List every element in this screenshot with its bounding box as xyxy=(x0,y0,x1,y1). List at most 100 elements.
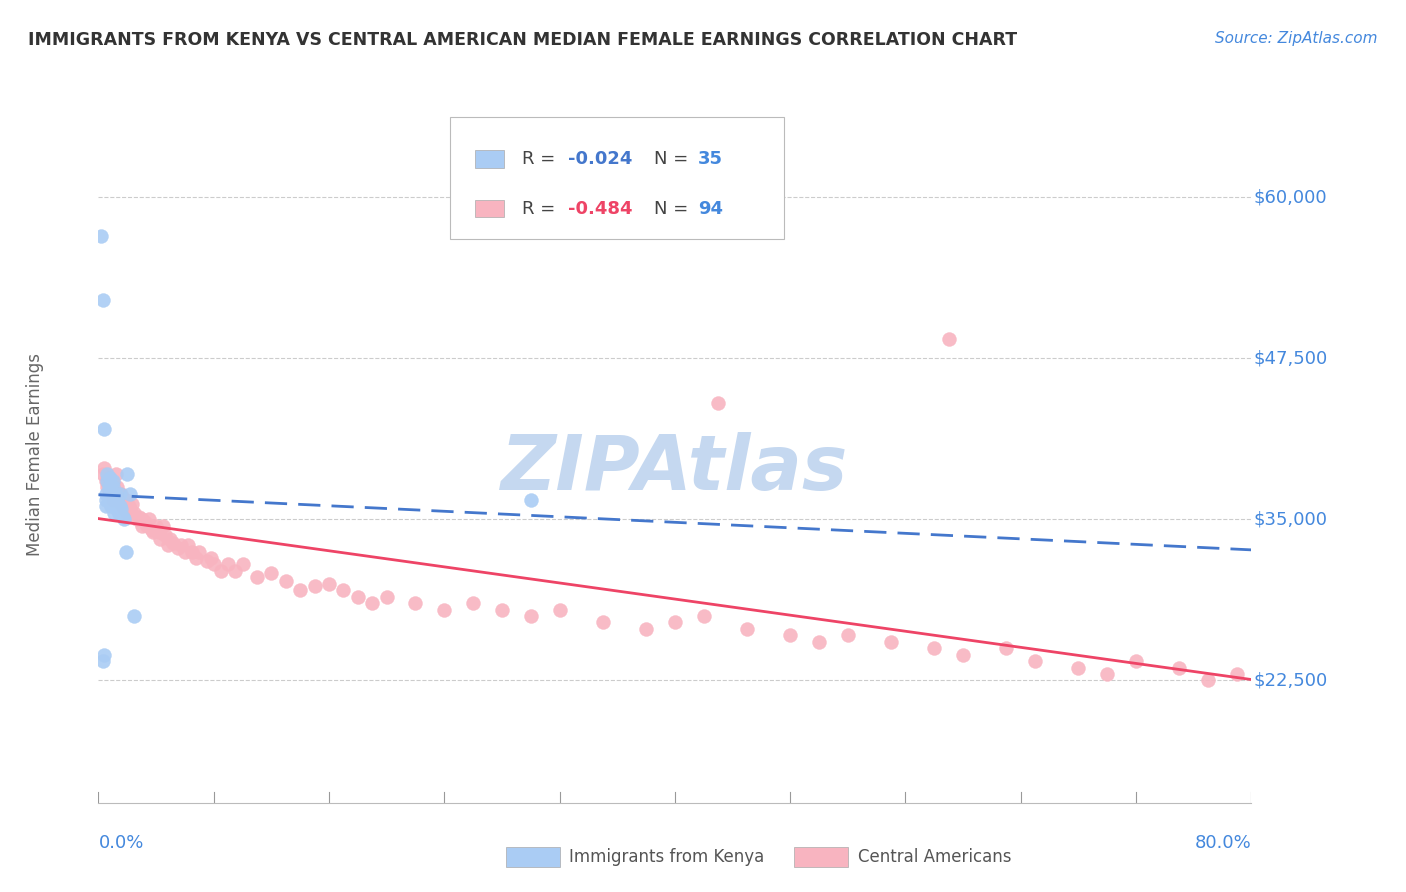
Point xyxy=(105,502,128,516)
Text: $35,000: $35,000 xyxy=(1254,510,1327,528)
Text: -0.484: -0.484 xyxy=(568,200,633,218)
Point xyxy=(433,602,456,616)
Point xyxy=(136,518,159,533)
Point xyxy=(224,564,246,578)
Point xyxy=(1067,660,1090,674)
Point xyxy=(111,493,134,508)
Point xyxy=(131,512,153,526)
Point xyxy=(96,480,118,494)
Point xyxy=(107,506,129,520)
Point xyxy=(318,576,340,591)
Point xyxy=(96,467,118,482)
Point xyxy=(148,525,170,540)
Text: Source: ZipAtlas.com: Source: ZipAtlas.com xyxy=(1215,31,1378,46)
Point xyxy=(114,493,136,508)
Point xyxy=(91,293,114,308)
FancyBboxPatch shape xyxy=(475,150,505,168)
Point xyxy=(101,480,124,494)
Text: -0.024: -0.024 xyxy=(568,150,633,168)
Text: 94: 94 xyxy=(697,200,723,218)
Point xyxy=(94,500,117,514)
Point xyxy=(166,541,188,555)
Point xyxy=(346,590,368,604)
Point xyxy=(93,460,115,475)
Point xyxy=(118,500,141,514)
Point xyxy=(91,654,114,668)
Point xyxy=(177,538,200,552)
Point xyxy=(520,493,543,508)
Point xyxy=(128,509,150,524)
Point xyxy=(127,512,149,526)
Point xyxy=(159,532,181,546)
Point xyxy=(1097,667,1119,681)
Point xyxy=(217,558,239,572)
Point xyxy=(880,634,903,648)
Point xyxy=(693,609,716,624)
Point xyxy=(1125,654,1147,668)
Point xyxy=(707,396,730,410)
Point xyxy=(1168,660,1191,674)
Point xyxy=(121,497,143,511)
Point xyxy=(520,609,543,624)
Point xyxy=(100,480,122,494)
Text: $47,500: $47,500 xyxy=(1254,350,1327,368)
Point xyxy=(91,467,114,482)
Text: IMMIGRANTS FROM KENYA VS CENTRAL AMERICAN MEDIAN FEMALE EARNINGS CORRELATION CHA: IMMIGRANTS FROM KENYA VS CENTRAL AMERICA… xyxy=(28,31,1018,49)
Point xyxy=(101,476,124,491)
Point xyxy=(491,602,513,616)
Point xyxy=(149,532,172,546)
FancyBboxPatch shape xyxy=(475,200,505,218)
Point xyxy=(103,486,125,500)
Point xyxy=(108,500,131,514)
Point xyxy=(156,538,179,552)
Point xyxy=(103,489,125,503)
Point xyxy=(131,518,153,533)
Point xyxy=(938,332,960,346)
Point xyxy=(138,512,160,526)
Point xyxy=(124,506,146,520)
Text: R =: R = xyxy=(522,150,561,168)
Point xyxy=(592,615,614,630)
Point xyxy=(134,515,156,529)
Point xyxy=(108,486,131,500)
Point xyxy=(952,648,974,662)
Point xyxy=(94,493,117,508)
Point xyxy=(110,486,132,500)
Text: $22,500: $22,500 xyxy=(1254,672,1327,690)
Point xyxy=(304,579,326,593)
Point xyxy=(231,558,254,572)
FancyBboxPatch shape xyxy=(450,118,785,239)
Point xyxy=(922,641,945,656)
Point xyxy=(181,544,204,558)
Point xyxy=(142,525,165,540)
Point xyxy=(124,609,146,624)
Point xyxy=(93,422,115,436)
Point xyxy=(96,474,118,488)
Point xyxy=(1197,673,1219,688)
Point xyxy=(90,228,112,243)
Point xyxy=(186,551,208,566)
Text: N =: N = xyxy=(654,150,695,168)
Point xyxy=(361,596,384,610)
Point xyxy=(162,535,184,549)
Point xyxy=(209,564,232,578)
Point xyxy=(101,474,124,488)
Point xyxy=(779,628,801,642)
Point xyxy=(246,570,269,584)
Point xyxy=(97,476,120,491)
Point xyxy=(120,502,142,516)
Point xyxy=(108,493,131,508)
Point xyxy=(104,486,127,500)
Point xyxy=(98,486,121,500)
Text: N =: N = xyxy=(654,200,695,218)
Point xyxy=(105,493,128,508)
Point xyxy=(461,596,484,610)
Text: $60,000: $60,000 xyxy=(1254,188,1327,206)
Point xyxy=(117,506,138,520)
Point xyxy=(837,628,859,642)
Point xyxy=(664,615,686,630)
Point xyxy=(290,583,312,598)
Point xyxy=(100,500,122,514)
Point xyxy=(145,518,167,533)
Text: R =: R = xyxy=(522,200,561,218)
